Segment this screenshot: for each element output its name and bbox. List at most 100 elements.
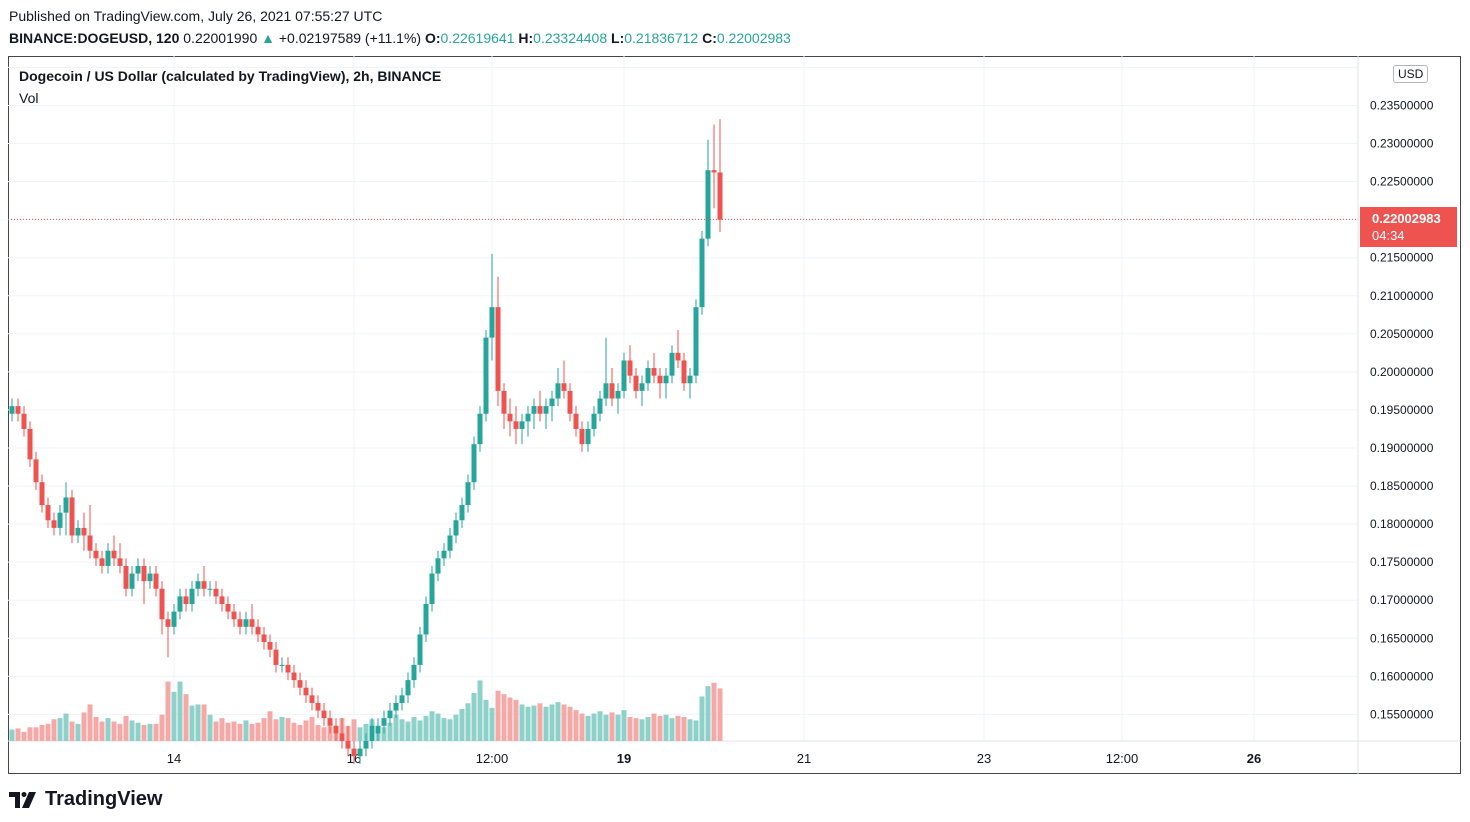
candle-body <box>543 406 549 414</box>
candle-body <box>507 413 513 422</box>
candle-body <box>555 383 561 399</box>
candle-body <box>261 634 267 643</box>
volume-bar <box>435 713 441 741</box>
symbol-info-line: BINANCE:DOGEUSD, 120 0.22001990 ▲ +0.021… <box>9 30 791 46</box>
candle-body <box>459 505 465 521</box>
candle-body <box>639 383 645 391</box>
volume-bar <box>57 718 63 741</box>
candle-body <box>495 307 501 391</box>
volume-bar <box>669 718 675 741</box>
volume-bar <box>261 718 267 741</box>
volume-bar <box>681 717 687 741</box>
y-tick-label: 0.22500000 <box>1370 175 1434 189</box>
volume-bar <box>477 680 483 741</box>
volume-bar <box>591 713 597 741</box>
volume-bar <box>201 704 207 741</box>
candle-body <box>273 649 279 665</box>
candle-body <box>615 390 621 399</box>
volume-bar <box>423 715 429 741</box>
candle-body <box>207 588 213 590</box>
candle-body <box>435 558 441 574</box>
candle-body <box>231 611 237 620</box>
published-caption: Published on TradingView.com, July 26, 2… <box>9 8 383 24</box>
candle-body <box>717 172 723 220</box>
volume-bar <box>633 718 639 741</box>
volume-bar <box>495 690 501 741</box>
candle-body <box>573 413 579 429</box>
candlestick-chart[interactable]: 0.235000000.230000000.225000000.22000000… <box>8 56 1461 774</box>
volume-bar <box>597 711 603 741</box>
candle-body <box>249 619 255 627</box>
candle-body <box>21 413 27 429</box>
candle-body <box>69 497 75 536</box>
y-tick-label: 0.19500000 <box>1370 403 1434 417</box>
candle-body <box>225 604 231 612</box>
tradingview-logo[interactable]: TradingView <box>9 788 162 811</box>
volume-bar <box>63 713 69 741</box>
candle-body <box>441 550 447 559</box>
volume-bar <box>225 722 231 741</box>
candle-body <box>603 383 609 399</box>
candle-body <box>111 550 117 559</box>
volume-bar <box>405 721 411 741</box>
volume-bar <box>417 720 423 741</box>
candle-body <box>213 588 219 597</box>
candle-body <box>501 390 507 414</box>
candle-body <box>153 573 159 589</box>
candle-body <box>291 672 297 681</box>
volume-bar <box>561 704 567 741</box>
volume-legend: Vol <box>19 90 39 106</box>
volume-bar <box>399 719 405 741</box>
volume-bar <box>429 711 435 741</box>
candle-body <box>663 375 669 384</box>
candle-body <box>351 748 357 757</box>
candle-body <box>9 406 15 414</box>
candle-body <box>609 383 615 399</box>
candle-body <box>123 565 129 589</box>
candle-body <box>339 733 345 741</box>
volume-bar <box>243 720 249 741</box>
volume-bar <box>543 706 549 741</box>
candle-body <box>357 748 363 757</box>
candle-body <box>195 581 201 589</box>
volume-bar <box>153 723 159 741</box>
volume-bar <box>147 723 153 741</box>
candle-body <box>681 360 687 384</box>
volume-bar <box>249 723 255 741</box>
volume-bar <box>195 704 201 741</box>
candle-body <box>45 505 51 521</box>
volume-bar <box>609 712 615 741</box>
volume-bar <box>675 715 681 741</box>
volume-bar <box>663 714 669 741</box>
volume-bar <box>705 686 711 741</box>
volume-bar <box>441 718 447 741</box>
volume-bar <box>231 721 237 741</box>
candle-body <box>105 550 111 566</box>
low-label: L: <box>611 30 625 46</box>
high-label: H: <box>518 30 534 46</box>
candle-body <box>657 375 663 384</box>
candle-body <box>117 558 123 566</box>
volume-bar <box>321 727 327 741</box>
volume-bar <box>459 709 465 741</box>
volume-bar <box>9 729 15 741</box>
candle-body <box>63 497 69 513</box>
volume-bar <box>657 715 663 741</box>
volume-bar <box>69 721 75 741</box>
y-tick-label: 0.20500000 <box>1370 327 1434 341</box>
volume-bar <box>573 710 579 741</box>
currency-badge[interactable]: USD <box>1393 65 1429 83</box>
volume-bar <box>507 697 513 741</box>
candle-body <box>177 596 183 612</box>
volume-bar <box>699 696 705 741</box>
candle-body <box>159 588 165 620</box>
volume-bar <box>39 725 45 741</box>
candle-body <box>549 398 555 407</box>
candle-body <box>471 444 477 483</box>
volume-bar <box>177 681 183 741</box>
last-price: 0.22001990 <box>183 30 258 46</box>
candle-body <box>183 596 189 604</box>
volume-bar <box>489 707 495 741</box>
candle-body <box>189 588 195 604</box>
candle-body <box>561 383 567 391</box>
